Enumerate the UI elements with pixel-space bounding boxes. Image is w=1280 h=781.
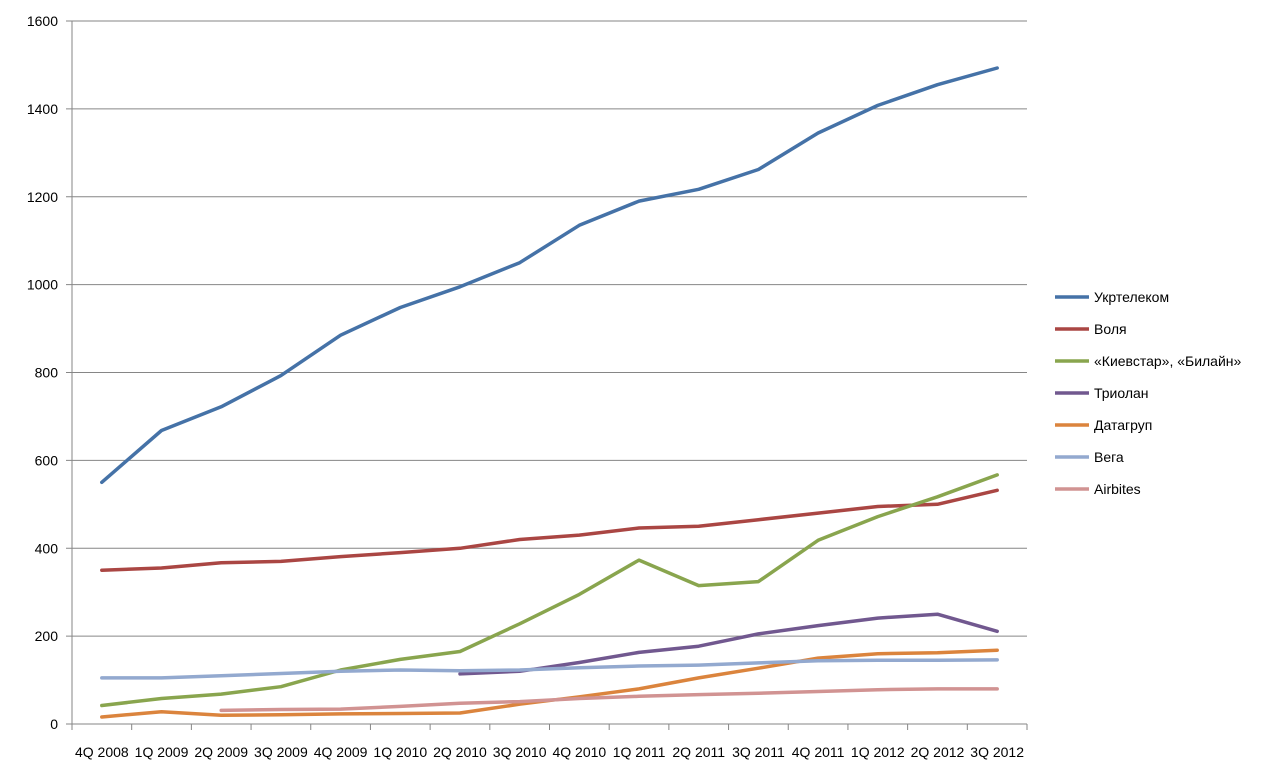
- series-line: [100, 473, 999, 708]
- legend-label: Воля: [1094, 321, 1127, 337]
- y-tick-label: 1000: [27, 277, 58, 293]
- x-tick-label: 2Q 2009: [194, 744, 248, 760]
- x-tick-label: 2Q 2010: [433, 744, 487, 760]
- legend-label: «Киевстар», «Билайн»: [1094, 353, 1242, 369]
- x-axis-ticks: 4Q 2008 1Q 2009 2Q 2009 3Q 2009 4Q 2009 1Q 20…: [71, 724, 1028, 760]
- y-tick-label: 200: [35, 628, 59, 644]
- x-tick-label: 4Q 2009: [314, 744, 368, 760]
- x-tick-label: 3Q 2011: [732, 744, 785, 760]
- x-tick-label: 4Q 2008: [75, 744, 129, 760]
- y-tick-label: 400: [35, 540, 59, 556]
- legend-label: Триолан: [1094, 385, 1149, 401]
- x-tick-label: 2Q 2011: [672, 744, 725, 760]
- series-line: [100, 66, 999, 485]
- x-tick-label: 3Q 2010: [493, 744, 547, 760]
- x-tick-label: 1Q 2010: [373, 744, 427, 760]
- y-tick-label: 800: [35, 365, 59, 381]
- y-tick-label: 1200: [27, 189, 58, 205]
- y-tick-label: 1600: [27, 13, 58, 29]
- legend-label: Укртелеком: [1094, 289, 1169, 305]
- x-tick-label: 1Q 2011: [613, 744, 666, 760]
- legend: Укртелеком Воля «Киевстар», «Билайн» Триола…: [1055, 289, 1242, 497]
- x-tick-label: 3Q 2009: [254, 744, 308, 760]
- series-line: [219, 687, 999, 713]
- y-tick-label: 0: [50, 716, 58, 732]
- series-line: [100, 488, 999, 572]
- legend-label: Вега: [1094, 449, 1124, 465]
- series-line: [458, 612, 999, 676]
- x-tick-label: 1Q 2009: [135, 744, 189, 760]
- series-lines: [100, 66, 999, 719]
- x-tick-label: 3Q 2012: [970, 744, 1024, 760]
- x-tick-label: 4Q 2011: [792, 744, 845, 760]
- x-tick-label: 1Q 2012: [851, 744, 905, 760]
- series-line: [100, 658, 999, 680]
- y-tick-label: 600: [35, 452, 59, 468]
- x-tick-label: 2Q 2012: [911, 744, 965, 760]
- y-tick-label: 1400: [27, 101, 58, 117]
- legend-label: Датагруп: [1094, 417, 1152, 433]
- gridlines: [72, 20, 1027, 637]
- x-tick-label: 4Q 2010: [552, 744, 606, 760]
- y-axis-ticks: 0 200 400 600 800 1000 1200 1400 1600: [27, 13, 72, 732]
- legend-label: Airbites: [1094, 481, 1141, 497]
